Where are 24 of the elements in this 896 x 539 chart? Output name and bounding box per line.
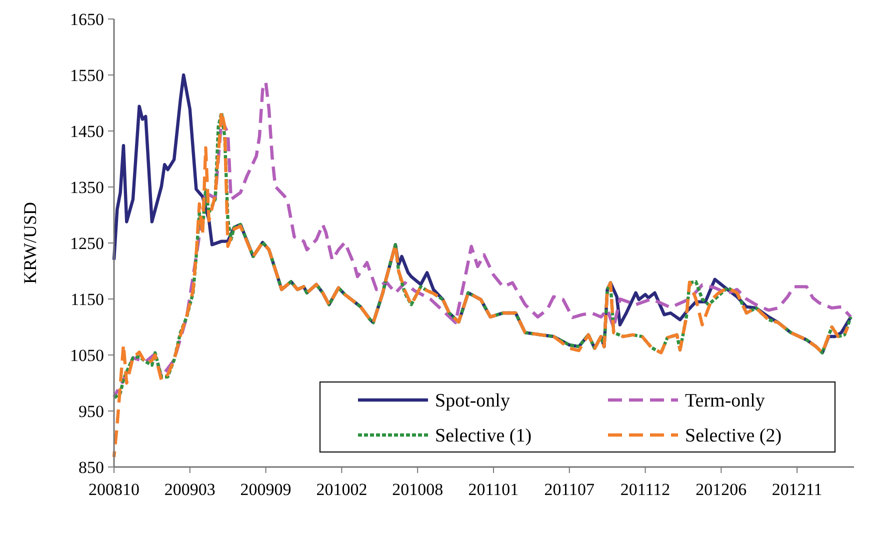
y-tick-label: 1350 bbox=[70, 178, 104, 197]
legend-label: Term-only bbox=[685, 390, 766, 412]
x-tick-label: 201107 bbox=[544, 480, 596, 499]
y-tick-label: 1450 bbox=[70, 122, 104, 141]
x-tick-label: 201206 bbox=[696, 480, 747, 499]
x-tick-label: 200909 bbox=[240, 480, 292, 499]
x-tick-label: 201008 bbox=[392, 480, 444, 499]
x-tick-label: 201211 bbox=[772, 480, 822, 499]
y-tick-label: 1250 bbox=[70, 234, 104, 253]
x-tick-label: 200810 bbox=[88, 480, 140, 499]
legend-label: Selective (1) bbox=[435, 426, 532, 447]
y-tick-label: 850 bbox=[78, 458, 104, 477]
x-tick-label: 201002 bbox=[316, 480, 368, 499]
y-tick-label: 950 bbox=[78, 402, 104, 421]
y-tick-label: 1050 bbox=[70, 346, 104, 365]
y-tick-label: 1650 bbox=[70, 10, 104, 29]
legend-label: Selective (2) bbox=[685, 426, 782, 447]
y-tick-label: 1150 bbox=[70, 290, 104, 309]
y-axis-title: KRW/USD bbox=[20, 202, 40, 284]
legend-label: Spot-only bbox=[435, 390, 510, 412]
x-tick-label: 200903 bbox=[164, 480, 216, 499]
y-tick-label: 1550 bbox=[70, 66, 104, 85]
x-tick-label: 201101 bbox=[468, 480, 519, 499]
x-tick-label: 201112 bbox=[620, 480, 670, 499]
